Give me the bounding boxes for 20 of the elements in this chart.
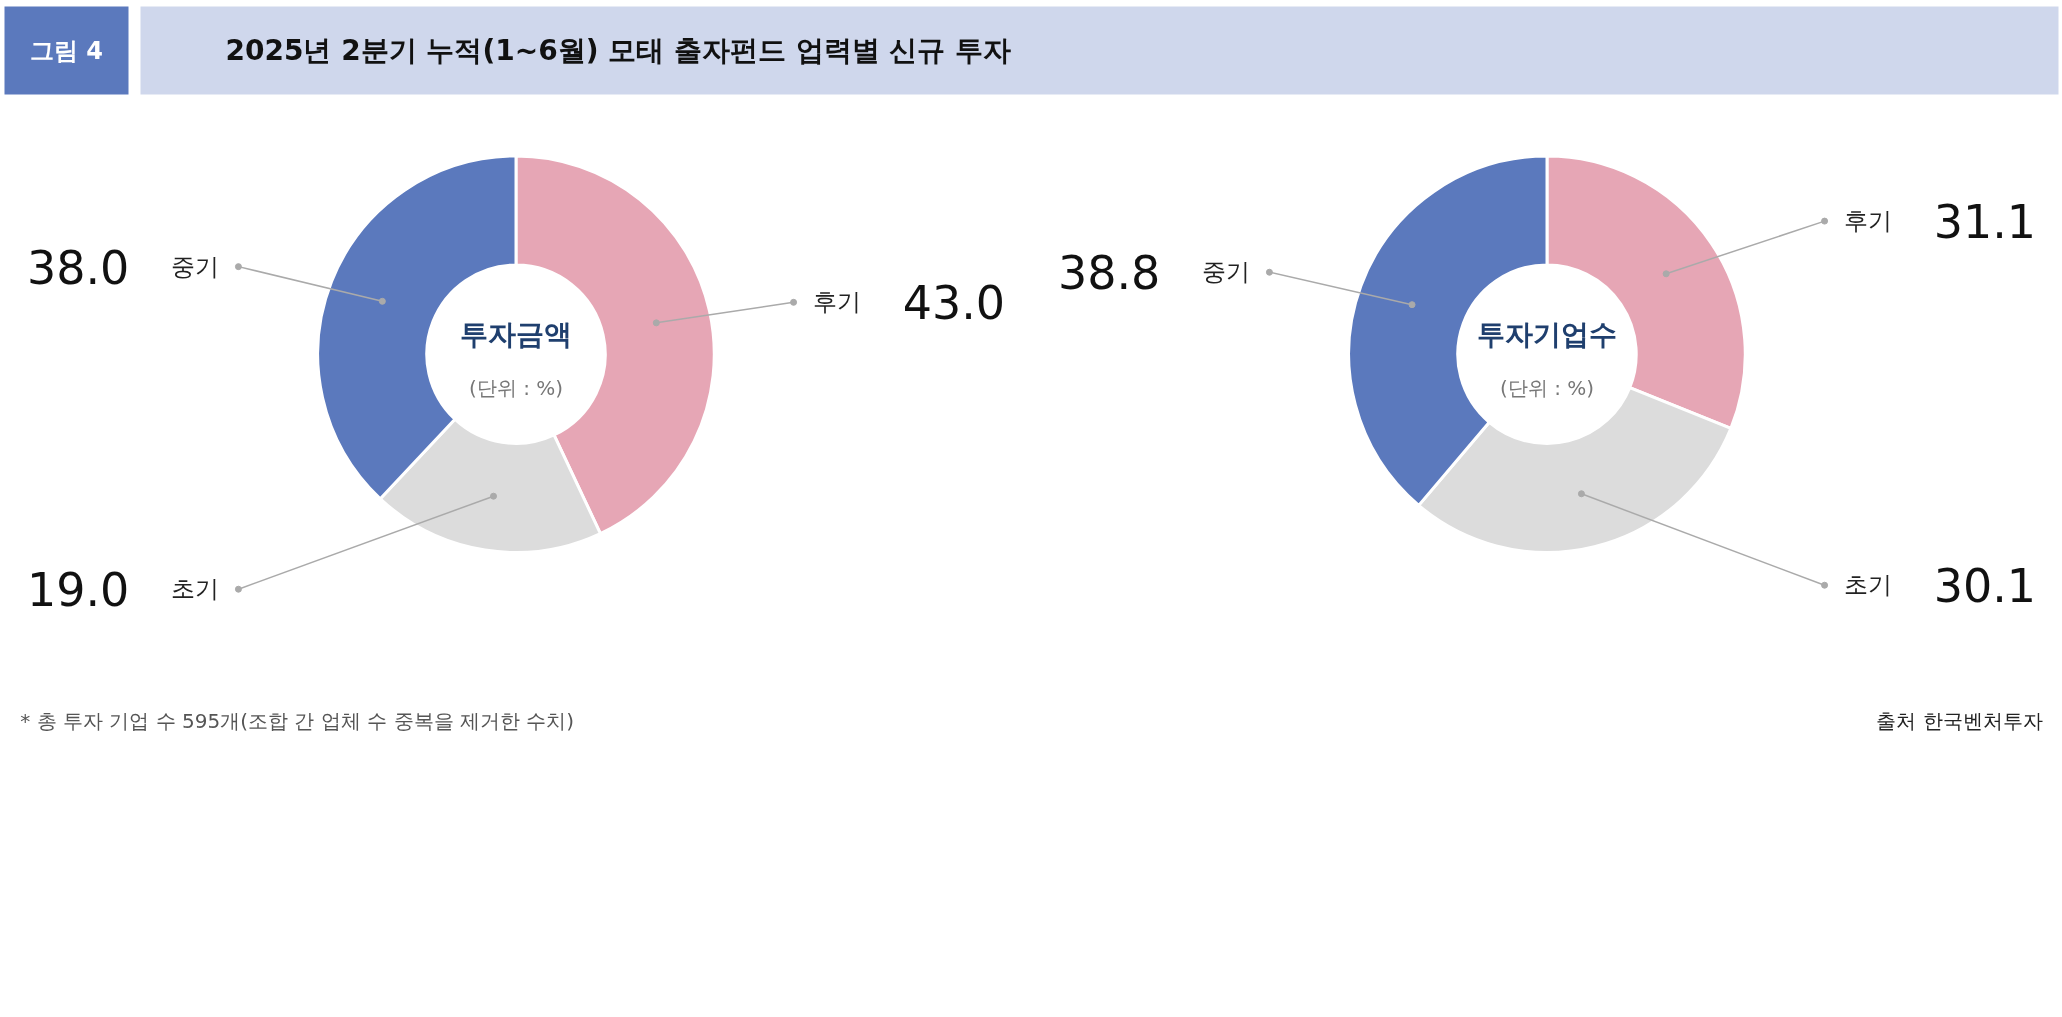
slice-label: 초기	[1844, 571, 1893, 600]
slice-label: 후기	[813, 288, 862, 317]
text: (단위 : %)	[468, 375, 564, 400]
data-label: 31.1	[1933, 195, 2037, 250]
caption: 그림 4	[29, 36, 104, 65]
source-note: 출처 한국벤처투자	[1876, 709, 2043, 734]
slice-label: 중기	[1201, 258, 1250, 287]
text: 투자기업수	[1477, 317, 1617, 351]
data-label: 43.0	[902, 276, 1006, 331]
slice-label: 후기	[1844, 207, 1893, 236]
data-label: 38.8	[1057, 246, 1161, 301]
text: 2025년 2분기 누적(1~6월) 모태 출자펀드 업력별 신규 투자	[225, 34, 1012, 67]
slice-label: 중기	[170, 252, 219, 281]
data-label: 38.0	[26, 240, 130, 295]
text: 투자금액	[460, 317, 572, 351]
text: * 총 투자 기업 수 595개(조합 간 업체 수 중복을 제거한 수치)	[20, 709, 575, 734]
text: (단위 : %)	[1499, 375, 1595, 400]
data-label: 30.1	[1933, 559, 2037, 614]
data-label: 19.0	[26, 563, 130, 618]
slice-label: 초기	[170, 575, 219, 604]
